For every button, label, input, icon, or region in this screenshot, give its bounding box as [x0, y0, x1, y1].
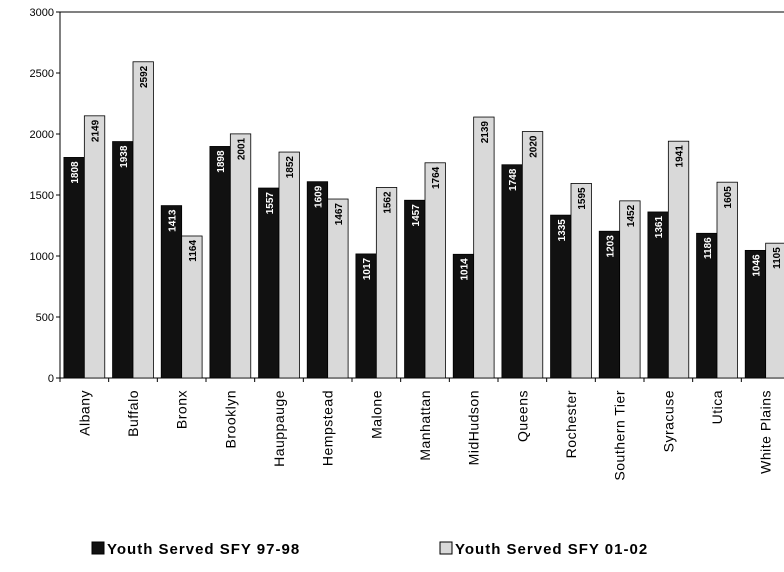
- x-tick-label: Malone: [368, 390, 384, 439]
- x-tick-label: Queens: [514, 390, 530, 442]
- x-tick-label: Rochester: [563, 390, 579, 458]
- x-tick-label: Buffalo: [125, 390, 141, 437]
- x-tick-label: Hempstead: [320, 390, 336, 466]
- value-label: 1452: [626, 204, 637, 227]
- value-label: 1017: [362, 257, 373, 280]
- value-label: 1164: [188, 240, 199, 262]
- bar: [521, 131, 544, 379]
- bar: [229, 133, 252, 379]
- value-label: 1361: [654, 216, 665, 239]
- y-tick-label: 500: [36, 312, 54, 324]
- value-label: 1852: [285, 156, 296, 179]
- value-label: 1595: [577, 187, 588, 210]
- x-tick-label: White Plains: [758, 390, 774, 474]
- legend-swatch: [91, 541, 105, 555]
- y-tick-label: 0: [48, 373, 54, 385]
- legend-swatch: [439, 541, 453, 555]
- value-label: 1557: [265, 192, 276, 215]
- x-tick-label: Hauppauge: [271, 390, 287, 467]
- value-label: 1748: [508, 168, 519, 191]
- value-label: 1457: [411, 204, 422, 227]
- value-label: 1562: [383, 191, 394, 214]
- bar: [209, 146, 231, 379]
- value-label: 1335: [557, 219, 568, 242]
- value-label: 1808: [70, 161, 81, 184]
- x-tick-label: Manhattan: [417, 390, 433, 461]
- bar: [570, 183, 592, 379]
- value-label: 1203: [605, 235, 616, 258]
- y-tick-label: 3000: [30, 7, 54, 19]
- bar: [765, 242, 784, 379]
- value-label: 1898: [216, 150, 227, 173]
- bar: [306, 181, 329, 379]
- value-label: 2001: [237, 137, 248, 160]
- bar: [424, 162, 446, 379]
- value-label: 1764: [431, 166, 442, 189]
- value-label: 1938: [119, 145, 130, 168]
- bar: [327, 198, 349, 379]
- value-label: 1413: [167, 209, 178, 232]
- legend-label: Youth Served SFY 01-02: [455, 541, 648, 558]
- x-tick-label: Brooklyn: [222, 390, 238, 448]
- x-tick-label: Utica: [709, 390, 725, 424]
- value-label: 2149: [91, 119, 102, 142]
- bar: [716, 181, 738, 379]
- y-tick-label: 1500: [30, 190, 54, 202]
- bar: [83, 115, 106, 379]
- value-label: 1605: [723, 186, 734, 209]
- value-label: 2020: [529, 135, 540, 158]
- bar: [132, 61, 154, 379]
- y-tick-label: 2500: [30, 68, 54, 80]
- bar: [181, 235, 203, 379]
- bar: [375, 187, 398, 379]
- bar: [112, 141, 134, 379]
- x-tick-label: Bronx: [174, 390, 190, 429]
- x-tick-label: Syracuse: [660, 390, 676, 452]
- x-tick-label: MidHudson: [466, 390, 482, 465]
- bar: [278, 151, 300, 379]
- bar: [473, 116, 495, 379]
- value-label: 1046: [751, 254, 762, 277]
- value-label: 1186: [703, 237, 714, 259]
- legend-label: Youth Served SFY 97-98: [107, 541, 300, 558]
- bar: [667, 140, 690, 379]
- bar: [501, 164, 523, 379]
- y-tick-label: 2000: [30, 129, 54, 141]
- value-label: 1941: [675, 145, 686, 168]
- bar: [63, 157, 85, 379]
- bar: [619, 200, 641, 379]
- bar: [258, 187, 280, 379]
- value-label: 1467: [334, 203, 345, 226]
- x-tick-label: Southern Tier: [612, 390, 628, 481]
- value-label: 2139: [480, 121, 491, 144]
- x-tick-label: Albany: [76, 390, 92, 436]
- value-label: 1105: [772, 247, 783, 269]
- value-label: 1609: [313, 185, 324, 208]
- value-label: 1014: [459, 258, 470, 281]
- value-label: 2592: [139, 65, 150, 88]
- y-tick-label: 1000: [30, 251, 54, 263]
